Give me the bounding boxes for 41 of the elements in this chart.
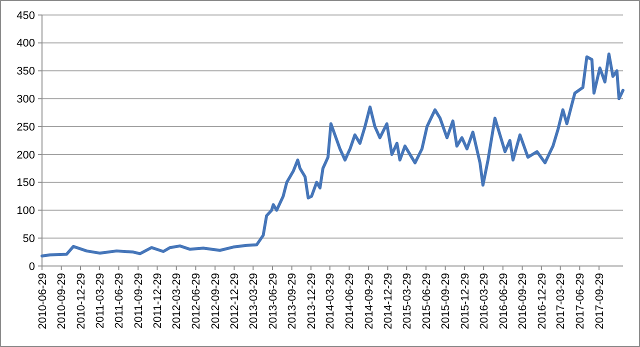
x-tick-label: 2010-12-29 <box>75 273 88 330</box>
x-tick-label: 2016-06-29 <box>498 273 510 330</box>
x-tick-label: 2011-09-29 <box>132 273 145 328</box>
x-tick-label: 2017-03-29 <box>555 273 568 330</box>
y-tick-label: 300 <box>16 94 35 106</box>
x-tick-label: 2013-03-29 <box>248 273 260 330</box>
x-tick-label: 2014-06-29 <box>344 273 356 330</box>
x-tick-label: 2012-06-29 <box>190 273 203 330</box>
x-tick-label: 2011-03-29 <box>94 273 106 328</box>
x-tick-label: 2016-09-29 <box>517 273 530 330</box>
x-tick-label: 2013-06-29 <box>267 273 280 330</box>
x-tick-label: 2012-03-29 <box>171 273 184 330</box>
y-tick-label: 400 <box>16 38 35 50</box>
y-tick-label: 350 <box>16 66 35 78</box>
x-tick-label: 2017-06-29 <box>574 273 587 330</box>
x-tick-label: 2015-12-29 <box>459 273 472 330</box>
x-tick-label: 2010-09-29 <box>56 273 68 330</box>
x-tick-label: 2015-09-29 <box>440 273 452 330</box>
x-tick-label: 2010-06-29 <box>36 273 49 330</box>
x-tick-label: 2011-12-29 <box>152 273 164 328</box>
x-tick-label: 2016-03-29 <box>478 273 490 330</box>
x-tick-label: 2015-06-29 <box>420 273 433 330</box>
y-tick-label: 150 <box>16 177 35 190</box>
y-tick-label: 100 <box>16 205 35 218</box>
x-tick-label: 2012-09-29 <box>210 273 222 330</box>
y-tick-label: 250 <box>16 121 35 134</box>
x-tick-label: 2017-09-29 <box>594 273 606 330</box>
x-tick-label: 2015-03-29 <box>401 273 414 330</box>
y-tick-label: 200 <box>16 149 35 162</box>
x-tick-label: 2011-06-29 <box>114 273 126 328</box>
x-tick-label: 2013-12-29 <box>306 273 318 330</box>
x-tick-label: 2014-09-29 <box>363 273 376 330</box>
y-tick-label: 50 <box>22 232 35 245</box>
y-tick-label: 0 <box>28 260 35 273</box>
x-tick-label: 2013-09-29 <box>286 273 299 330</box>
x-tick-label: 2014-12-29 <box>382 273 395 330</box>
y-tick-label: 450 <box>16 10 35 22</box>
x-tick-label: 2014-03-29 <box>324 273 337 330</box>
x-tick-label: 2016-12-29 <box>536 273 548 330</box>
x-tick-label: 2012-12-29 <box>229 273 242 330</box>
line-series <box>40 52 624 258</box>
